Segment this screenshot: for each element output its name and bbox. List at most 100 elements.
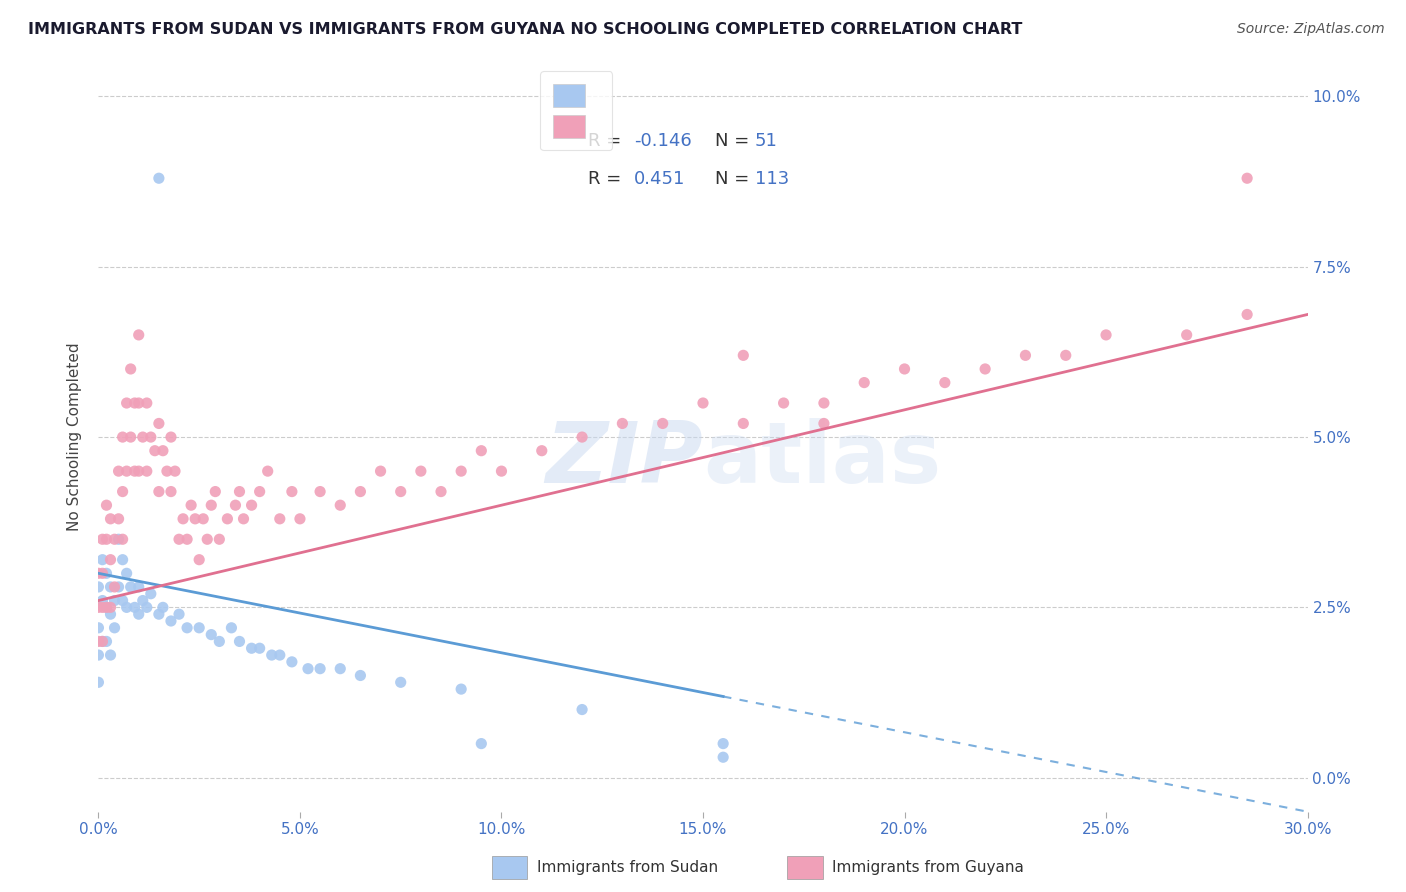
Legend: , : , — [540, 71, 612, 151]
Text: Source: ZipAtlas.com: Source: ZipAtlas.com — [1237, 22, 1385, 37]
Point — [167, 607, 190, 622]
Point — [135, 600, 157, 615]
Point — [256, 464, 278, 478]
Point — [132, 593, 155, 607]
Point — [96, 533, 118, 547]
Point — [120, 362, 142, 376]
Point — [91, 552, 114, 566]
Point — [612, 417, 634, 431]
Point — [200, 498, 222, 512]
Point — [281, 655, 304, 669]
Point — [470, 737, 492, 751]
Point — [100, 552, 122, 566]
Point — [188, 621, 211, 635]
Point — [450, 464, 472, 478]
Point — [148, 417, 170, 431]
Point — [111, 593, 134, 607]
Point — [103, 533, 125, 547]
Point — [135, 396, 157, 410]
Point — [111, 430, 134, 444]
Point — [370, 464, 392, 478]
Point — [87, 600, 110, 615]
Point — [87, 675, 110, 690]
Point — [160, 484, 183, 499]
Point — [167, 533, 190, 547]
Point — [128, 607, 150, 622]
Point — [217, 512, 239, 526]
Point — [120, 580, 142, 594]
Point — [160, 430, 183, 444]
Point — [103, 593, 125, 607]
Point — [139, 430, 162, 444]
Point — [329, 498, 352, 512]
Point — [91, 634, 114, 648]
Point — [329, 662, 352, 676]
Point — [96, 600, 118, 615]
Text: Immigrants from Sudan: Immigrants from Sudan — [537, 860, 718, 874]
Point — [124, 600, 146, 615]
Point — [228, 634, 250, 648]
Y-axis label: No Schooling Completed: No Schooling Completed — [67, 343, 83, 532]
Point — [260, 648, 283, 662]
Point — [195, 533, 218, 547]
Point — [297, 662, 319, 676]
Point — [240, 641, 263, 656]
Point — [152, 600, 174, 615]
Point — [228, 484, 250, 499]
Text: IMMIGRANTS FROM SUDAN VS IMMIGRANTS FROM GUYANA NO SCHOOLING COMPLETED CORRELATI: IMMIGRANTS FROM SUDAN VS IMMIGRANTS FROM… — [28, 22, 1022, 37]
Point — [349, 668, 371, 682]
Point — [651, 417, 673, 431]
Point — [571, 430, 593, 444]
Point — [152, 443, 174, 458]
Point — [240, 498, 263, 512]
Point — [281, 484, 304, 499]
Point — [409, 464, 432, 478]
Point — [124, 396, 146, 410]
Point — [115, 464, 138, 478]
Point — [120, 430, 142, 444]
Point — [128, 396, 150, 410]
Point — [470, 443, 492, 458]
Point — [128, 580, 150, 594]
Point — [91, 533, 114, 547]
Point — [100, 648, 122, 662]
Point — [288, 512, 311, 526]
Point — [132, 430, 155, 444]
Point — [571, 702, 593, 716]
Point — [853, 376, 876, 390]
Text: -0.146: -0.146 — [634, 132, 692, 150]
Point — [188, 552, 211, 566]
Point — [349, 484, 371, 499]
Point — [107, 464, 129, 478]
Point — [733, 417, 755, 431]
Point — [139, 587, 162, 601]
Point — [160, 614, 183, 628]
Point — [269, 648, 291, 662]
Point — [135, 464, 157, 478]
Point — [389, 675, 412, 690]
Point — [1175, 327, 1198, 342]
Point — [204, 484, 226, 499]
Point — [172, 512, 194, 526]
Point — [269, 512, 291, 526]
Point — [100, 580, 122, 594]
Point — [103, 580, 125, 594]
Point — [128, 327, 150, 342]
Point — [176, 621, 198, 635]
Point — [148, 607, 170, 622]
Point — [813, 417, 835, 431]
Point — [96, 634, 118, 648]
Text: 113: 113 — [755, 169, 789, 187]
Text: 51: 51 — [755, 132, 778, 150]
Point — [733, 348, 755, 362]
Point — [87, 634, 110, 648]
Point — [221, 621, 243, 635]
Point — [100, 607, 122, 622]
Point — [128, 464, 150, 478]
Text: N =: N = — [716, 169, 755, 187]
Point — [711, 737, 734, 751]
Point — [111, 552, 134, 566]
Point — [389, 484, 412, 499]
Point — [91, 566, 114, 581]
Point — [184, 512, 207, 526]
